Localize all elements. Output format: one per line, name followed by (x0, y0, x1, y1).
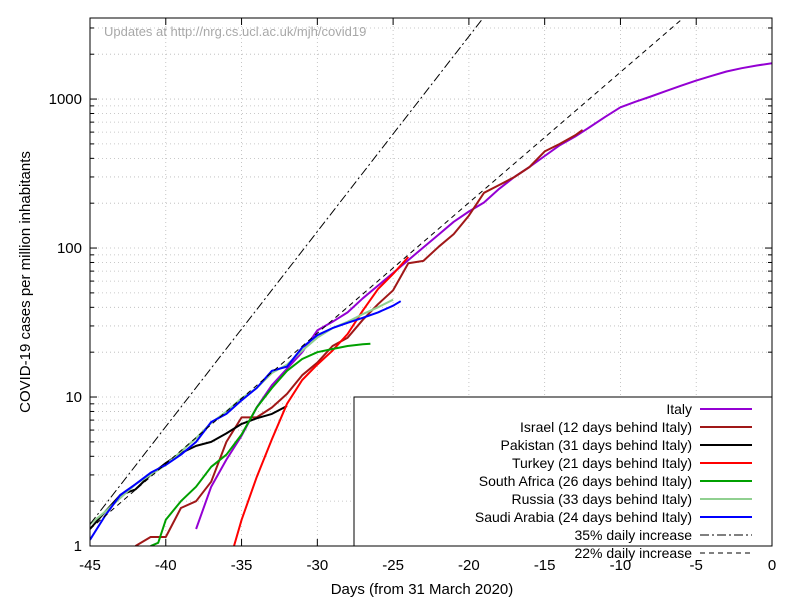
updates-annotation: Updates at http://nrg.cs.ucl.ac.uk/mjh/c… (104, 24, 366, 39)
x-tick-label: -35 (231, 557, 253, 574)
legend: Italy Israel (12 days behind Italy) Pakist… (353, 396, 773, 561)
legend-box (353, 396, 773, 547)
x-tick-label: -15 (534, 557, 556, 574)
x-tick-label: -20 (458, 557, 480, 574)
legend-label-south-africa-26-days-behind-italy: South Africa (26 days behind Italy) (479, 473, 692, 489)
y-tick-label: 10 (65, 389, 82, 406)
series-line-saudi-arabia-24-days-behind-italy (90, 300, 402, 541)
legend-label-israel-12-days-behind-italy: Israel (12 days behind Italy) (520, 419, 692, 435)
legend-label-pakistan-31-days-behind-italy: Pakistan (31 days behind Italy) (501, 437, 692, 453)
x-tick-label: -5 (690, 557, 703, 574)
y-tick-label: 100 (57, 240, 82, 257)
series-line-south-africa-26-days-behind-italy (150, 342, 371, 546)
legend-label-russia-33-days-behind-italy: Russia (33 days behind Italy) (511, 491, 692, 507)
series-line-turkey-21-days-behind-italy (233, 256, 410, 546)
x-axis-title: Days (from 31 March 2020) (331, 581, 514, 598)
series-line-22-daily-increase (90, 19, 682, 530)
series-line-italy (195, 62, 772, 530)
series-line-35-daily-increase (90, 18, 484, 525)
legend-label-saudi-arabia-24-days-behind-italy: Saudi Arabia (24 days behind Italy) (475, 509, 692, 525)
x-tick-label: -40 (155, 557, 177, 574)
x-tick-label: -45 (79, 557, 101, 574)
x-tick-label: -10 (610, 557, 632, 574)
series-line-israel-12-days-behind-italy (134, 129, 584, 546)
x-tick-label: -25 (382, 557, 404, 574)
axis-ticks: -45 -40 -35 -30 -25 -20 -15 -10 -5 0 1 10 100 1000 (49, 18, 776, 574)
y-tick-label: 1 (74, 538, 82, 555)
x-tick-label: -30 (306, 557, 328, 574)
legend-label-turkey-21-days-behind-italy: Turkey (21 days behind Italy) (512, 455, 692, 471)
legend-label-35-daily-increase: 35% daily increase (574, 527, 692, 543)
legend-label-italy: Italy (666, 401, 692, 417)
y-axis-title: COVID-19 cases per million inhabitants (17, 151, 34, 413)
legend-label-22-daily-increase: 22% daily increase (574, 545, 692, 561)
series-lines (90, 18, 772, 546)
x-tick-label: 0 (768, 557, 776, 574)
y-tick-label: 1000 (49, 91, 82, 108)
